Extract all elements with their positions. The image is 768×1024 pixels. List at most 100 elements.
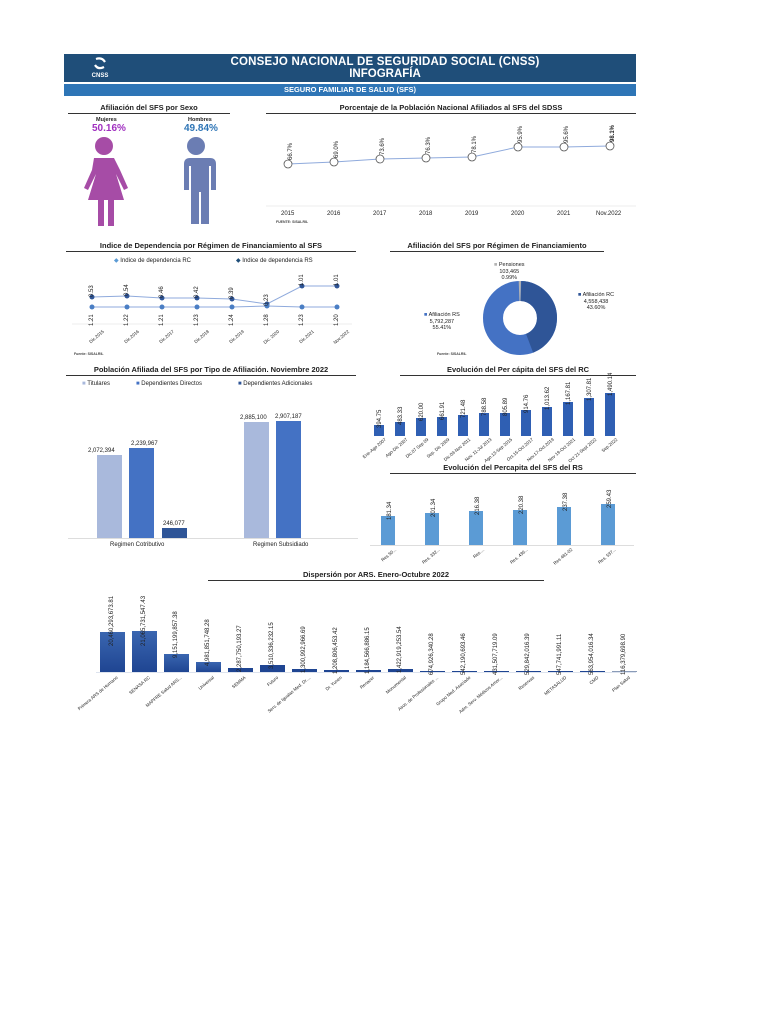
men-label: Hombres — [188, 117, 212, 123]
page-subtitle: INFOGRAFÍA — [349, 68, 421, 80]
dispersion-bar — [612, 671, 637, 672]
percapita-rs-value: 201.34 — [431, 498, 437, 517]
percapita-rs-value: 237.38 — [563, 492, 569, 511]
percapita-rs-x-label: Res 50... — [380, 547, 398, 563]
population-value: 2,907,187 — [275, 414, 302, 420]
percapita-rc-bar — [479, 413, 489, 436]
dependency-rs-value: 1.01 — [334, 274, 340, 286]
dependency-rs-value: 0.54 — [124, 284, 130, 296]
dispersion-value: 116,379,698.90 — [621, 633, 627, 675]
percapita-rs-title: Evolución del Percapita del SFS del RS — [390, 463, 636, 474]
dispersion-value: 2,287,750,193.27 — [237, 625, 243, 672]
dependency-rs-value: 0.42 — [194, 286, 200, 298]
women-percentage: 50.16% — [92, 123, 126, 134]
percapita-rs-x-label: Res 481-02 — [552, 547, 574, 566]
dependency-x-label: Dic.2021 — [298, 329, 316, 345]
dispersion-value: 9,151,199,857.38 — [173, 611, 179, 658]
legend-rs: ◆ Indice de dependencia RS — [236, 258, 313, 264]
coverage-value: 98.1% — [610, 124, 616, 142]
percapita-rs-x-label: Res. 537... — [597, 547, 618, 565]
dispersion-x-label: MAPFRE Salud ARS... — [145, 675, 184, 709]
dependency-rs-value: 1.01 — [299, 274, 305, 286]
dispersion-value: 529,842,016.39 — [525, 633, 531, 675]
legend-rc: ◆ Indice de dependencia RC — [114, 258, 192, 264]
dispersion-bar — [164, 654, 189, 672]
section-banner: SEGURO FAMILIAR DE SALUD (SFS) — [64, 84, 636, 96]
dispersion-bar — [452, 671, 477, 672]
bar-rc-dependientes-adicionales — [162, 528, 187, 538]
dependency-rc-value: 1.21 — [159, 314, 165, 326]
percapita-rc-x-label: Ene-Ago 2007 — [361, 437, 388, 460]
coverage-x-label: Nov.2022 — [596, 211, 622, 217]
percapita-rc-bar — [584, 398, 594, 436]
percapita-rs-bar — [557, 507, 571, 545]
pensiones-label: ■ Pensiones 103,465 0.99% — [494, 262, 525, 281]
dispersion-bar — [516, 671, 541, 672]
percapita-rs-x-label: Res.... — [472, 547, 486, 560]
coverage-line-chart — [266, 141, 636, 207]
rc-label: ■ Afiliación RC 4,558,438 43.60% — [578, 292, 615, 311]
percapita-rs-bar — [469, 511, 483, 545]
cnss-logo-icon: CNSS — [92, 57, 109, 79]
dependency-rc-value: 1.21 — [89, 314, 95, 326]
coverage-x-label: 2017 — [373, 211, 387, 217]
percapita-rs-value: 220.38 — [519, 495, 525, 514]
dependency-line-chart — [72, 283, 352, 325]
dispersion-x-label: Monumental — [385, 675, 408, 695]
dependency-rc-value: 1.24 — [229, 314, 235, 326]
men-percentage: 49.84% — [184, 123, 218, 134]
percapita-rs-axis — [370, 545, 634, 546]
percapita-rc-bar — [458, 415, 468, 436]
dispersion-value: 21,065,731,547.43 — [141, 595, 147, 646]
coverage-x-label: 2021 — [557, 211, 571, 217]
percapita-rc-title: Evolución del Per cápita del SFS del RC — [400, 365, 636, 376]
population-value: 2,072,394 — [88, 448, 115, 454]
population-group-label: Regimen Cotributivo — [110, 542, 165, 548]
dispersion-bar — [388, 669, 413, 672]
woman-figure-icon — [84, 137, 128, 226]
dependency-x-label: Dic. 2020 — [262, 329, 281, 346]
dispersion-x-label: Reservas — [517, 675, 536, 692]
dispersion-bar — [324, 670, 349, 672]
percapita-rc-value: 1,307.81 — [587, 377, 593, 401]
dispersion-bar — [580, 671, 605, 672]
rs-label: ■ Afiliación RS 5,792,287 55.41% — [424, 312, 460, 331]
population-value: 2,239,967 — [131, 441, 158, 447]
dependency-x-label: Dic.2019 — [228, 329, 246, 345]
dispersion-value: 431,507,719.09 — [493, 633, 499, 675]
dispersion-value: 547,741,991.11 — [557, 633, 563, 675]
percapita-rs-bar — [381, 516, 395, 545]
bar-rs-titulares — [244, 422, 269, 538]
dependency-chart-title: Indice de Dependencia por Régimen de Fin… — [66, 241, 356, 252]
percapita-rs-bar — [425, 513, 439, 545]
dispersion-x-label: CMD — [588, 675, 600, 686]
dependency-rc-value: 1.20 — [334, 314, 340, 326]
coverage-value: 69.0% — [334, 140, 340, 158]
dispersion-bar — [100, 632, 125, 672]
dispersion-bar — [292, 669, 317, 672]
dependency-x-label: Dic.2017 — [158, 329, 176, 345]
dependency-source: Fuente: SISALRIL — [74, 352, 104, 356]
coverage-chart-title: Porcentaje de la Población Nacional Afil… — [266, 103, 636, 114]
dispersion-bar — [484, 671, 509, 672]
coverage-x-label: 2015 — [281, 211, 295, 217]
population-value: 246,077 — [163, 521, 185, 527]
page-title: CONSEJO NACIONAL DE SEGURIDAD SOCIAL (CN… — [230, 56, 540, 68]
percapita-rc-value: 788.58 — [482, 397, 488, 416]
dispersion-bar — [420, 671, 445, 672]
percapita-rs-value: 181.34 — [387, 501, 393, 520]
dispersion-axis — [96, 672, 636, 673]
bar-rc-dependientes-directos — [129, 448, 154, 538]
dependency-rc-value: 1.23 — [194, 314, 200, 326]
dispersion-value: 1,422,919,253.54 — [397, 626, 403, 673]
regime-source: Fuente: SISALRIL — [437, 352, 467, 356]
dependency-rc-value: 1.28 — [264, 314, 270, 326]
dispersion-x-label: METASALUD — [543, 675, 568, 697]
coverage-value: 78.1% — [472, 135, 478, 153]
percapita-rc-value: 1,490.14 — [608, 372, 614, 396]
percapita-rs-x-label: Res. 332... — [421, 547, 442, 565]
percapita-rc-x-label: Sep.2022 — [600, 437, 619, 454]
svg-text:CNSS: CNSS — [92, 73, 109, 79]
percapita-rc-bar — [374, 425, 384, 436]
bar-rs-dependientes-directos — [276, 421, 301, 538]
